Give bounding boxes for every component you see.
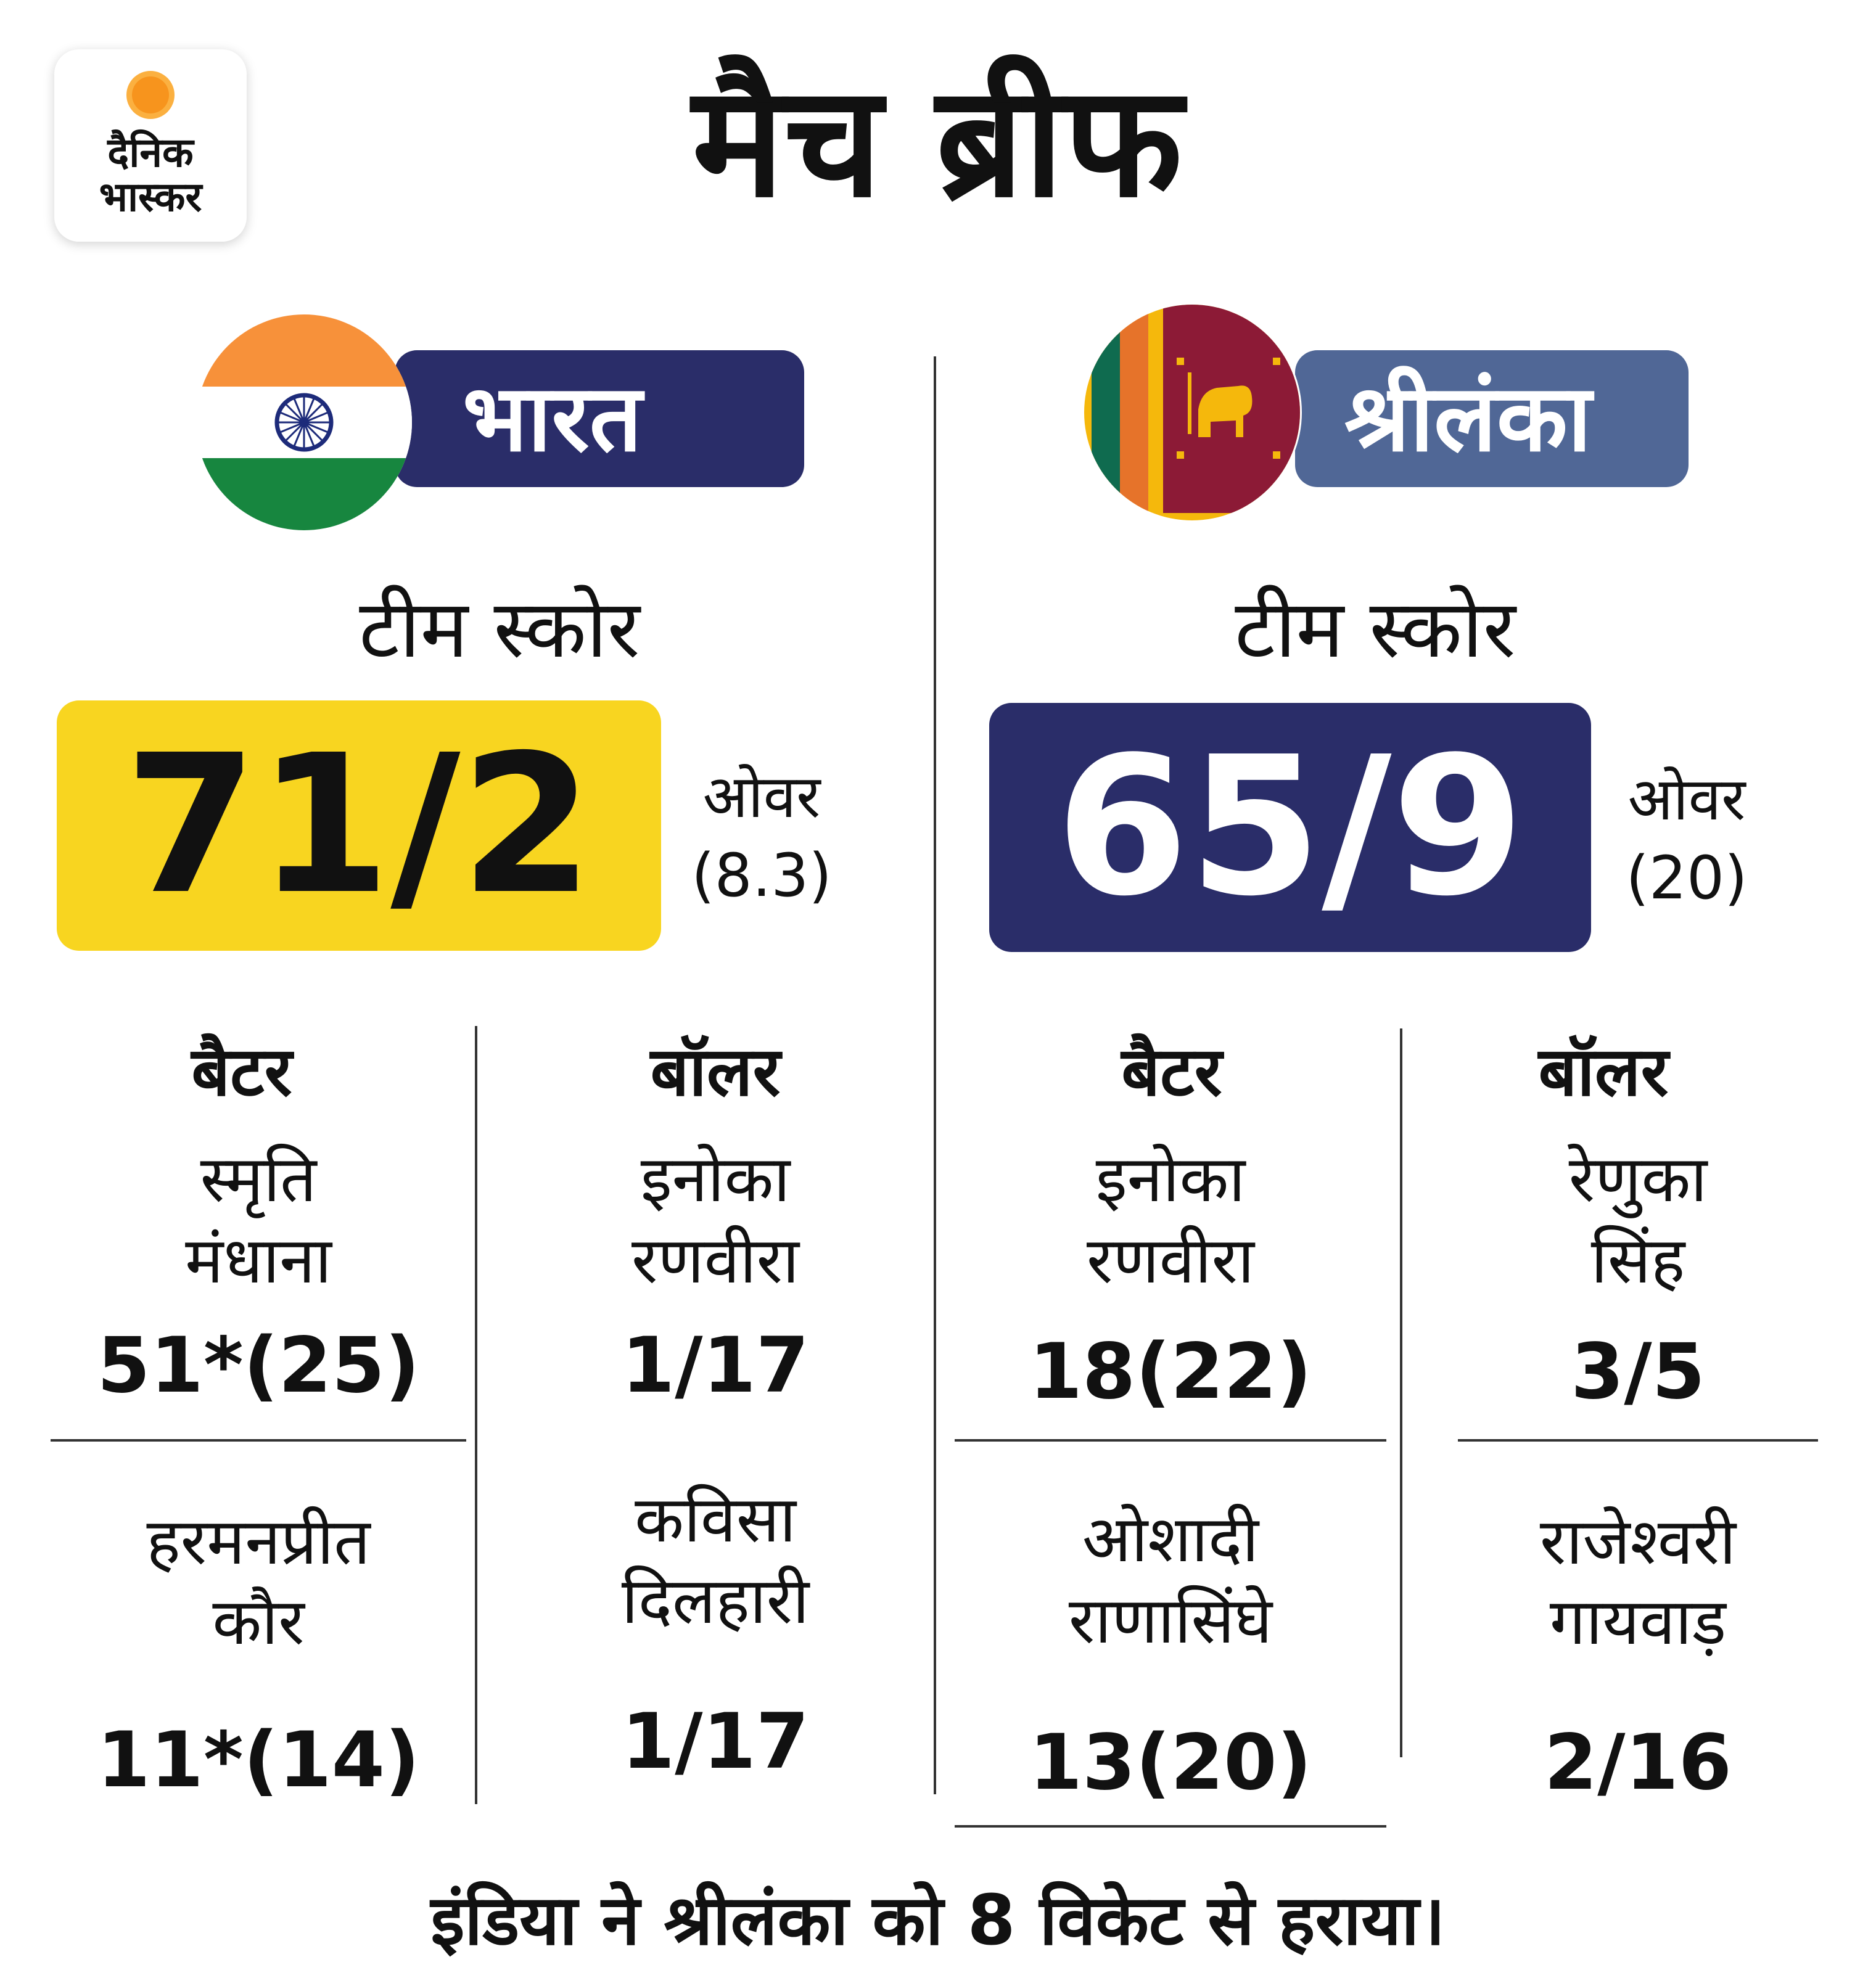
bowler-name-india-1a: इनोका [640, 1141, 791, 1217]
bowler-name-sri-lanka-1b: सिंह [1590, 1223, 1685, 1298]
team-name-sri-lanka: श्रीलंका [1344, 365, 1592, 472]
batter-name-sri-lanka-2b: राणासिंघे [1068, 1583, 1273, 1658]
team-score-india: 71/2 [124, 714, 594, 937]
batter-stat-sri-lanka-1: 18(22) [1029, 1328, 1312, 1416]
sri-lanka-batter-row-divider [955, 1439, 1386, 1442]
bowler-name-india-2a: कविसा [635, 1482, 796, 1557]
bowler-name-sri-lanka-2a: राजेश्वरी [1539, 1504, 1737, 1579]
batter-name-india-1a: स्मृति [200, 1141, 317, 1217]
overs-label-india: ओवर [702, 762, 821, 831]
india-column-divider [475, 1026, 477, 1804]
logo-text-line2: भास्कर [99, 173, 202, 221]
team-banner-india: भारत [395, 350, 804, 487]
bowler-stat-india-2: 1/17 [621, 1697, 810, 1786]
bowler-stat-india-1: 1/17 [621, 1321, 810, 1410]
bowler-name-india-1b: रणवीरा [632, 1223, 799, 1298]
bowler-name-sri-lanka-1a: रेणुका [1568, 1141, 1708, 1217]
bowler-stat-sri-lanka-1: 3/5 [1571, 1328, 1705, 1416]
bowlers-heading-india: बॉलर [650, 1032, 781, 1111]
sun-icon [132, 76, 169, 113]
page-title: मैच ब्रीफ [692, 52, 1183, 231]
bowler-stat-sri-lanka-2: 2/16 [1544, 1718, 1732, 1807]
sri-lanka-bowler-row-divider [1458, 1439, 1818, 1442]
team-score-sri-lanka: 65/9 [1055, 716, 1525, 938]
overs-value-sri-lanka: (20) [1626, 843, 1748, 913]
bowler-name-sri-lanka-2b: गायवाड़ [1549, 1584, 1727, 1659]
score-box-india: 71/2 [57, 700, 661, 951]
score-box-sri-lanka: 65/9 [989, 703, 1591, 952]
batter-name-india-2b: कौर [212, 1584, 305, 1659]
batter-name-sri-lanka-1a: इनोका [1095, 1141, 1246, 1217]
bowler-name-india-2b: दिलहारी [621, 1563, 810, 1638]
batter-stat-india-2: 11*(14) [97, 1716, 420, 1805]
team-score-label-india: टीम स्कोर [359, 582, 640, 676]
batter-stat-india-1: 51*(25) [97, 1321, 420, 1410]
bowlers-heading-sri-lanka: बॉलर [1538, 1032, 1669, 1111]
dainik-bhaskar-logo: दैनिक भास्कर [54, 49, 247, 242]
batters-heading-india: बैटर [191, 1032, 292, 1111]
batter-name-sri-lanka-1b: रणवीरा [1087, 1223, 1254, 1298]
batter-name-india-1b: मंधाना [185, 1223, 332, 1298]
overs-label-sri-lanka: ओवर [1627, 765, 1746, 834]
team-score-label-sri-lanka: टीम स्कोर [1235, 582, 1516, 676]
team-banner-sri-lanka: श्रीलंका [1295, 350, 1689, 487]
sri-lanka-flag-icon [1084, 305, 1300, 520]
batter-stat-sri-lanka-2: 13(20) [1029, 1718, 1312, 1807]
center-divider [934, 356, 936, 1794]
india-batter-row-divider [51, 1439, 466, 1442]
match-result: इंडिया ने श्रीलंका को 8 विकेट से हराया। [430, 1881, 1446, 1961]
batter-name-sri-lanka-2a: ओशादी [1082, 1501, 1259, 1577]
overs-value-india: (8.3) [691, 841, 832, 910]
sri-lanka-column-divider [1400, 1028, 1402, 1757]
team-name-india: भारत [463, 365, 643, 472]
batters-heading-sri-lanka: बैटर [1121, 1032, 1222, 1111]
sri-lanka-bottom-divider [955, 1825, 1386, 1828]
batter-name-india-2a: हरमनप्रीत [146, 1504, 371, 1579]
india-flag-icon [196, 314, 412, 530]
logo-text-line1: दैनिक [107, 129, 194, 176]
